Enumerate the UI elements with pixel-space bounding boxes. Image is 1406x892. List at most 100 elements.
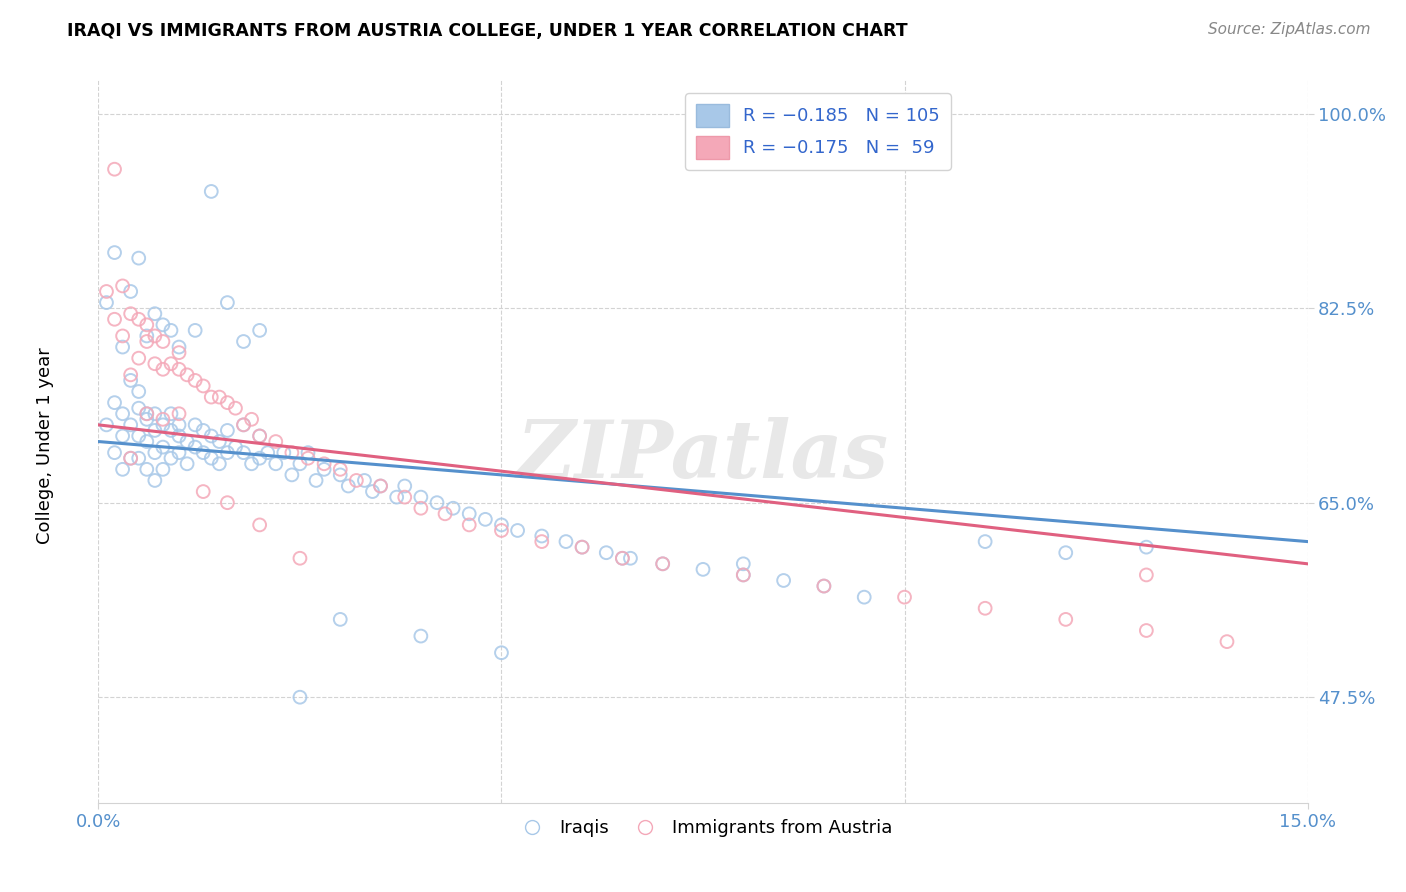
Point bbox=[288, 457, 311, 471]
Point bbox=[152, 362, 174, 376]
Point bbox=[232, 445, 254, 459]
Point bbox=[974, 601, 997, 615]
Point bbox=[111, 407, 134, 421]
Point bbox=[143, 407, 166, 421]
Point bbox=[329, 467, 352, 482]
Point bbox=[217, 445, 239, 459]
Point bbox=[426, 496, 449, 510]
Point bbox=[193, 484, 215, 499]
Point bbox=[167, 407, 190, 421]
Point bbox=[193, 379, 215, 393]
Point bbox=[167, 362, 190, 376]
Point bbox=[344, 474, 367, 488]
Point bbox=[193, 445, 215, 459]
Point bbox=[103, 312, 125, 326]
Point bbox=[409, 501, 432, 516]
Point bbox=[200, 390, 222, 404]
Point bbox=[1135, 540, 1157, 554]
Point bbox=[120, 417, 142, 432]
Point bbox=[176, 457, 198, 471]
Point bbox=[370, 479, 392, 493]
Text: Source: ZipAtlas.com: Source: ZipAtlas.com bbox=[1208, 22, 1371, 37]
Point bbox=[394, 490, 416, 504]
Point bbox=[128, 429, 150, 443]
Point bbox=[1216, 634, 1239, 648]
Point bbox=[143, 307, 166, 321]
Point bbox=[571, 540, 593, 554]
Point bbox=[1135, 624, 1157, 638]
Point bbox=[160, 451, 183, 466]
Point bbox=[281, 467, 304, 482]
Point bbox=[111, 329, 134, 343]
Text: College, Under 1 year: College, Under 1 year bbox=[37, 348, 53, 544]
Point bbox=[120, 451, 142, 466]
Point bbox=[240, 412, 263, 426]
Point bbox=[506, 524, 529, 538]
Point bbox=[224, 401, 246, 416]
Point bbox=[135, 412, 157, 426]
Point bbox=[491, 524, 513, 538]
Point bbox=[217, 424, 239, 438]
Point bbox=[264, 457, 287, 471]
Point bbox=[143, 474, 166, 488]
Point bbox=[232, 334, 254, 349]
Point bbox=[184, 323, 207, 337]
Point bbox=[167, 417, 190, 432]
Legend: Iraqis, Immigrants from Austria: Iraqis, Immigrants from Austria bbox=[506, 812, 900, 845]
Point bbox=[217, 295, 239, 310]
Point bbox=[135, 329, 157, 343]
Point bbox=[208, 434, 231, 449]
Point bbox=[264, 434, 287, 449]
Point bbox=[240, 457, 263, 471]
Point bbox=[305, 474, 328, 488]
Point bbox=[217, 496, 239, 510]
Point bbox=[167, 345, 190, 359]
Point bbox=[974, 534, 997, 549]
Point bbox=[612, 551, 634, 566]
Point bbox=[224, 440, 246, 454]
Point bbox=[288, 690, 311, 705]
Point bbox=[458, 507, 481, 521]
Point bbox=[651, 557, 673, 571]
Point bbox=[120, 307, 142, 321]
Point bbox=[385, 490, 408, 504]
Point bbox=[1054, 612, 1077, 626]
Point bbox=[813, 579, 835, 593]
Point bbox=[394, 479, 416, 493]
Point bbox=[1135, 568, 1157, 582]
Point bbox=[409, 490, 432, 504]
Point bbox=[200, 429, 222, 443]
Point bbox=[208, 390, 231, 404]
Point bbox=[733, 568, 755, 582]
Point bbox=[651, 557, 673, 571]
Point bbox=[193, 424, 215, 438]
Point bbox=[111, 429, 134, 443]
Point bbox=[111, 279, 134, 293]
Point bbox=[111, 340, 134, 354]
Point bbox=[249, 451, 271, 466]
Point bbox=[434, 507, 457, 521]
Point bbox=[612, 551, 634, 566]
Point bbox=[370, 479, 392, 493]
Point bbox=[152, 440, 174, 454]
Point bbox=[167, 340, 190, 354]
Point bbox=[143, 445, 166, 459]
Point bbox=[96, 285, 118, 299]
Point bbox=[273, 445, 295, 459]
Point bbox=[458, 517, 481, 532]
Point bbox=[160, 407, 183, 421]
Point bbox=[128, 351, 150, 366]
Point bbox=[337, 479, 360, 493]
Point bbox=[135, 407, 157, 421]
Point bbox=[167, 429, 190, 443]
Point bbox=[530, 529, 553, 543]
Point bbox=[232, 417, 254, 432]
Point bbox=[152, 417, 174, 432]
Point bbox=[135, 318, 157, 332]
Point bbox=[733, 557, 755, 571]
Point bbox=[232, 417, 254, 432]
Point bbox=[103, 162, 125, 177]
Point bbox=[160, 424, 183, 438]
Point bbox=[96, 295, 118, 310]
Point bbox=[733, 568, 755, 582]
